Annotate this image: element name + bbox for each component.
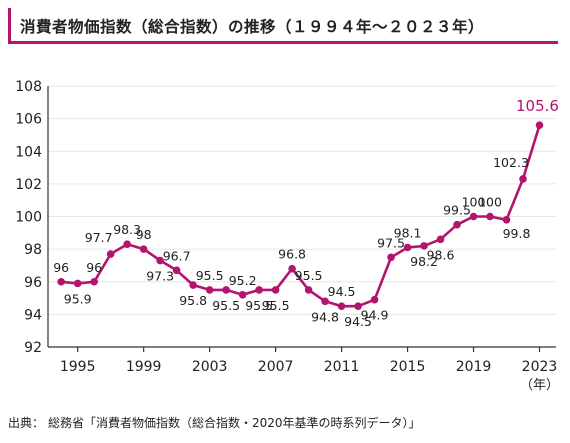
data-label: 96 (86, 260, 102, 275)
x-axis-unit-label: （年） (520, 378, 559, 393)
source-label: 出典： (8, 416, 45, 430)
data-point (436, 235, 445, 244)
data-point (189, 281, 197, 289)
data-point (123, 240, 131, 249)
data-label: 95.2 (229, 273, 257, 288)
data-point (486, 212, 494, 221)
x-tick-label: 2019 (456, 359, 492, 375)
data-label: 94.5 (328, 284, 356, 299)
data-point (238, 291, 247, 299)
y-tick-label: 104 (15, 144, 42, 160)
x-tick-label: 1995 (60, 359, 96, 375)
data-label: 99.5 (443, 203, 471, 218)
data-label: 105.6 (516, 97, 559, 115)
data-label: 98 (136, 227, 152, 242)
data-label: 94.8 (311, 309, 339, 324)
y-tick-label: 108 (15, 79, 42, 95)
x-tick-label: 2003 (192, 359, 228, 375)
data-point (222, 286, 230, 294)
data-label: 95.5 (212, 298, 240, 313)
data-point (205, 286, 214, 294)
source-text: 総務省「消費者物価指数（総合指数・2020年基準の時系列データ）」 (48, 416, 421, 430)
line-chart: 92 94 96 98 100 102 104 106 108 1995 1999 2003 2007 2… (15, 79, 559, 393)
data-point (73, 279, 82, 288)
data-label: 96.8 (278, 247, 306, 262)
title-frame (8, 8, 558, 44)
data-label: 98.3 (113, 222, 141, 237)
x-tick-label: 1999 (126, 359, 162, 375)
data-point (106, 250, 115, 258)
data-point (337, 302, 346, 311)
y-tick-label: 106 (15, 112, 42, 128)
data-point (502, 215, 511, 224)
data-point (271, 286, 280, 294)
data-label: 96.7 (163, 248, 191, 263)
data-label: 98.2 (410, 254, 438, 269)
data-label: 94.5 (344, 314, 372, 329)
data-point (469, 212, 478, 221)
data-label: 96 (53, 260, 69, 275)
data-label: 98.6 (427, 247, 455, 262)
data-label: 97.3 (146, 269, 174, 284)
data-point (156, 256, 164, 265)
data-point (420, 242, 428, 250)
x-tick-label: 2015 (390, 359, 426, 375)
x-tick-label: 2023 (522, 359, 558, 375)
data-label: 97.7 (85, 230, 113, 245)
source-note: 出典： 総務省「消費者物価指数（総合指数・2020年基準の時系列データ）」 (8, 414, 421, 431)
data-point (255, 286, 263, 294)
data-point (90, 277, 98, 286)
data-point (57, 277, 65, 286)
data-label: 99.8 (503, 226, 531, 241)
y-tick-label: 94 (24, 307, 42, 323)
data-label: 102.3 (493, 155, 529, 170)
data-point (535, 121, 544, 129)
y-tick-label: 92 (24, 340, 42, 356)
data-label: 95.9 (64, 291, 92, 306)
y-tick-label: 96 (24, 275, 42, 291)
data-label: 95.5 (295, 268, 323, 283)
data-point (139, 245, 148, 253)
data-label: 94.9 (361, 308, 389, 323)
data-label: 95.8 (179, 293, 207, 308)
data-point (403, 243, 412, 252)
data-point (354, 302, 362, 311)
data-label: 95.5 (245, 298, 273, 313)
data-point (519, 175, 527, 183)
data-label: 95.5 (196, 268, 224, 283)
data-point (370, 295, 379, 304)
y-tick-label: 98 (24, 242, 42, 258)
y-tick-label: 102 (15, 177, 42, 193)
data-label: 100 (478, 195, 502, 210)
data-label: 100 (462, 195, 486, 210)
data-point (321, 297, 329, 306)
data-label: 97.5 (377, 235, 405, 250)
data-point (304, 286, 313, 294)
data-label: 95.5 (262, 298, 290, 313)
x-tick-label: 2011 (324, 359, 360, 375)
x-tick-label: 2007 (258, 359, 294, 375)
chart-title: 消費者物価指数（総合指数）の推移（１９９４年～２０２３年） (20, 18, 485, 36)
y-tick-label: 100 (15, 210, 42, 226)
data-point (387, 253, 395, 262)
data-point (172, 266, 181, 275)
data-label: 98.1 (394, 225, 422, 240)
data-point (453, 220, 461, 229)
data-point (288, 264, 296, 273)
